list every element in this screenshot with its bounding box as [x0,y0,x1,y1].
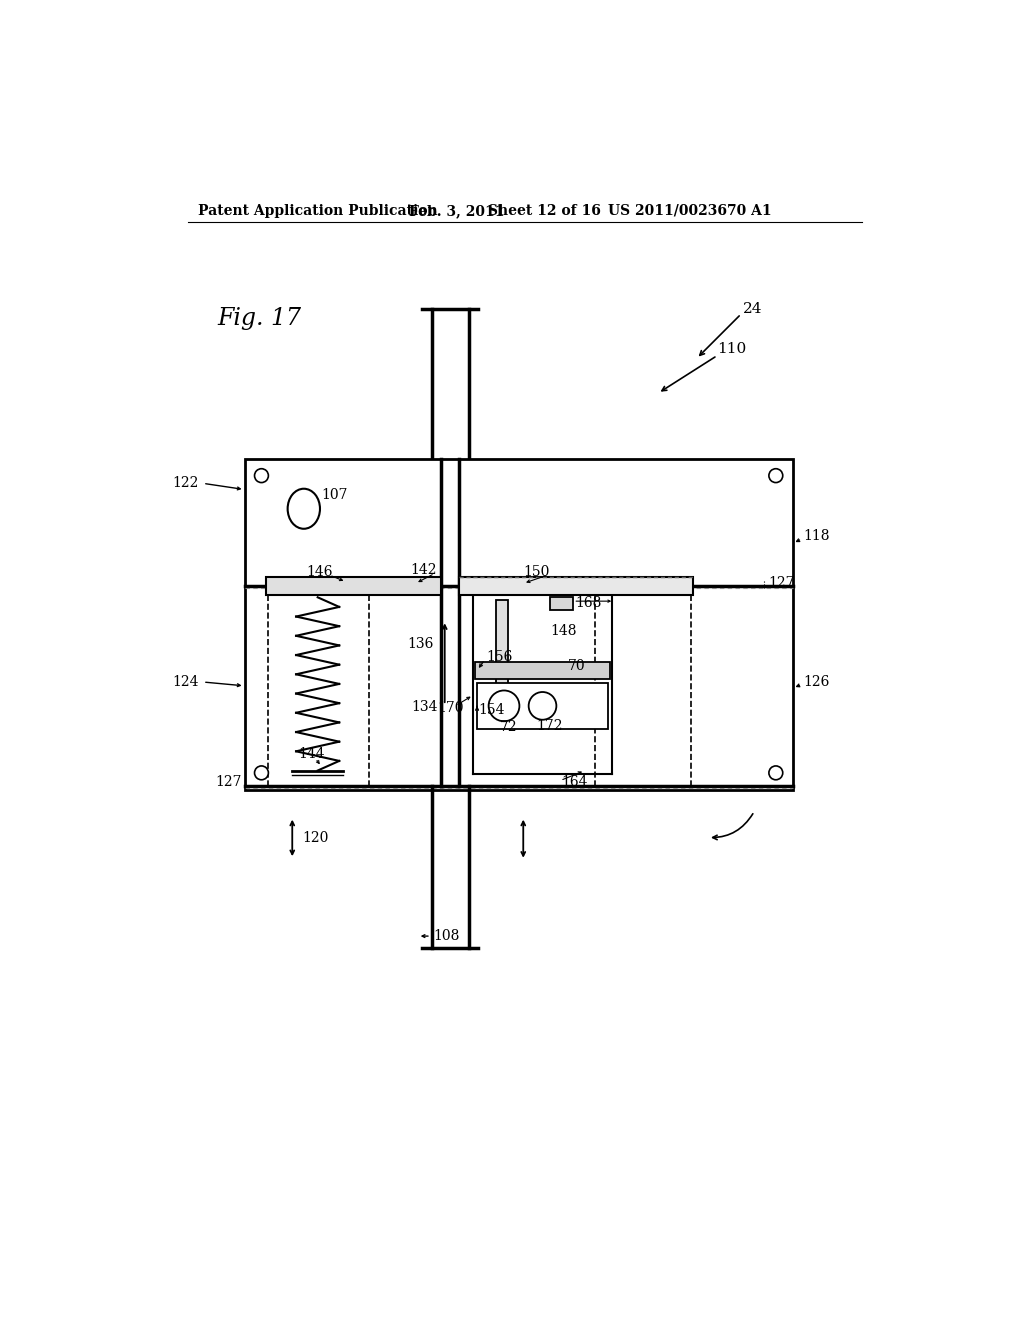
Circle shape [488,690,519,721]
Circle shape [769,766,782,780]
Text: Feb. 3, 2011: Feb. 3, 2011 [410,203,505,218]
Text: 142: 142 [410,564,436,577]
Text: 118: 118 [804,529,830,543]
Text: 110: 110 [717,342,746,356]
Ellipse shape [288,488,319,529]
Text: 24: 24 [742,301,762,315]
Bar [266,577,441,595]
Text: 122: 122 [172,477,199,490]
Text: 134: 134 [412,701,438,714]
Text: 124: 124 [172,675,199,689]
Text: 164: 164 [562,775,588,789]
Circle shape [528,692,556,719]
Text: US 2011/0023670 A1: US 2011/0023670 A1 [608,203,772,218]
Text: 72: 72 [500,721,517,734]
Text: 156: 156 [486,649,513,664]
Bar [475,663,610,678]
Text: 148: 148 [550,624,577,638]
Text: 170: 170 [437,701,464,715]
Circle shape [255,766,268,780]
Text: 150: 150 [523,565,550,579]
Text: 70: 70 [568,659,586,673]
Bar [245,459,793,789]
Bar [497,601,508,689]
Text: 172: 172 [537,719,563,733]
Text: 136: 136 [408,636,434,651]
Text: 168: 168 [575,595,602,610]
Text: 154: 154 [478,702,505,717]
Text: 144: 144 [298,747,325,760]
Circle shape [769,469,782,483]
Circle shape [255,469,268,483]
Bar [477,682,608,729]
Text: 127: 127 [215,775,242,789]
Text: Patent Application Publication: Patent Application Publication [199,203,438,218]
Text: Fig. 17: Fig. 17 [217,308,302,330]
Text: 146: 146 [306,565,333,579]
Text: 108: 108 [433,929,460,942]
Text: 107: 107 [322,488,348,502]
Bar [460,577,692,595]
Text: Sheet 12 of 16: Sheet 12 of 16 [487,203,601,218]
Text: 120: 120 [302,830,329,845]
Bar [550,597,573,610]
Text: 126: 126 [804,675,829,689]
Text: 127: 127 [768,577,795,590]
